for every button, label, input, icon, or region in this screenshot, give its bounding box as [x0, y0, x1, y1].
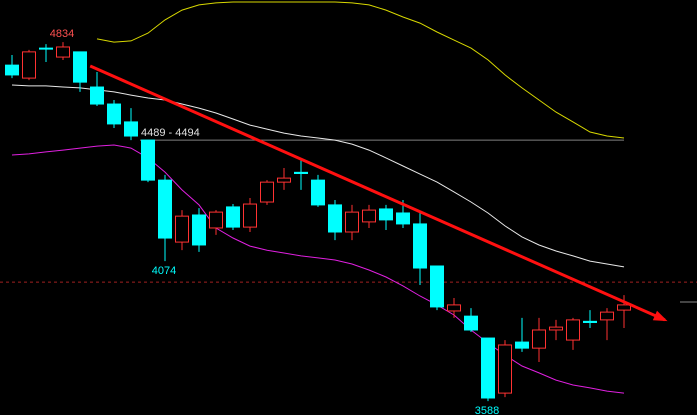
price-label: 4074 — [152, 265, 176, 277]
candle-body — [413, 223, 427, 269]
candle-body — [464, 315, 478, 331]
candle-body — [39, 47, 53, 50]
candle-body — [124, 121, 138, 137]
candle-body — [209, 211, 223, 229]
trend-arrowhead — [652, 310, 668, 322]
candle-body — [345, 211, 359, 233]
candle-body — [192, 214, 206, 246]
candle-body — [22, 51, 36, 79]
candle-body — [617, 304, 631, 311]
band-line — [96, 1, 625, 139]
candle-body — [379, 208, 393, 221]
candle-body — [396, 212, 410, 225]
candle-body — [175, 215, 189, 243]
price-label: 3588 — [475, 405, 499, 415]
candle-body — [260, 181, 274, 203]
candle-body — [549, 326, 563, 331]
candle-body — [226, 206, 240, 228]
candle-body — [107, 103, 121, 125]
band-line — [11, 144, 625, 394]
price-label: 4834 — [50, 28, 74, 40]
candle-body — [141, 139, 155, 181]
candle-body — [566, 319, 580, 341]
candle-body — [243, 203, 257, 228]
candle-body — [532, 329, 546, 349]
candle-body — [158, 179, 172, 239]
candle-body — [311, 179, 325, 206]
candle-body — [328, 204, 342, 233]
candle-body — [481, 337, 495, 399]
candle-body — [498, 344, 512, 394]
candle-body — [600, 311, 614, 321]
trend-line — [89, 64, 666, 322]
candle-body — [430, 265, 444, 308]
candle-body — [583, 320, 597, 323]
candle-body — [362, 209, 376, 223]
candle-body — [294, 171, 308, 174]
candle-body — [277, 177, 291, 183]
candle-body — [90, 86, 104, 105]
band-line — [11, 84, 625, 268]
candle-body — [73, 51, 87, 83]
level-label: 4489 - 4494 — [141, 127, 200, 139]
candle-body — [56, 46, 70, 58]
candle-body — [515, 341, 529, 349]
candle-body — [447, 304, 461, 312]
candle-body — [5, 64, 19, 76]
